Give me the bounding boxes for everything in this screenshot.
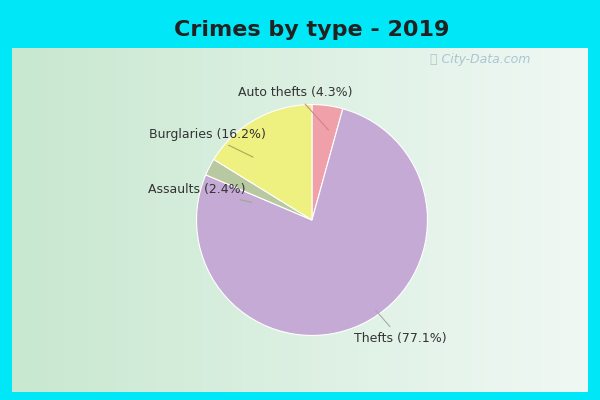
Text: Assaults (2.4%): Assaults (2.4%) — [148, 183, 251, 202]
Title: Crimes by type - 2019: Crimes by type - 2019 — [175, 20, 449, 40]
Text: Auto thefts (4.3%): Auto thefts (4.3%) — [238, 86, 352, 130]
Wedge shape — [312, 104, 343, 220]
Wedge shape — [197, 109, 427, 336]
Wedge shape — [206, 159, 312, 220]
Text: Thefts (77.1%): Thefts (77.1%) — [353, 310, 446, 344]
Text: Burglaries (16.2%): Burglaries (16.2%) — [149, 128, 265, 157]
Text: ⓘ City-Data.com: ⓘ City-Data.com — [430, 54, 530, 66]
Wedge shape — [214, 104, 312, 220]
